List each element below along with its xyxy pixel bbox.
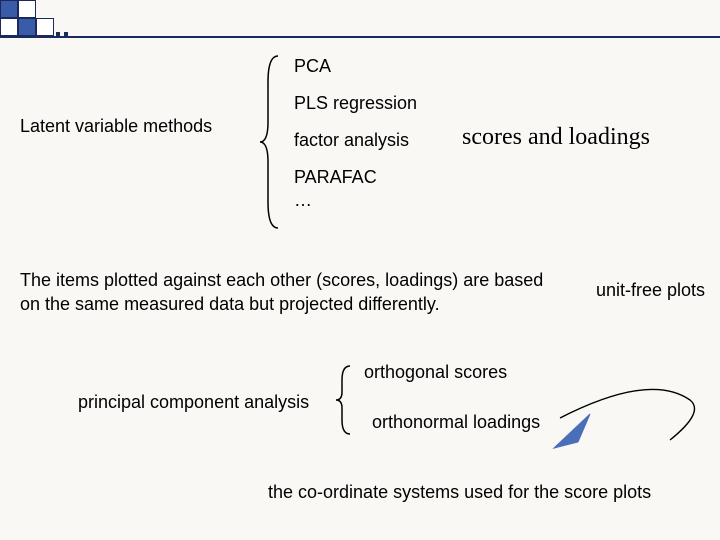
scores-loadings: scores and loadings — [462, 124, 650, 151]
small-brace-icon — [330, 362, 356, 438]
method-item: … — [294, 190, 417, 211]
method-list: PCA PLS regression factor analysis PARAF… — [294, 56, 417, 227]
orthogonal-scores: orthogonal scores — [364, 362, 507, 383]
paragraph: The items plotted against each other (sc… — [20, 268, 560, 317]
corner-decoration — [0, 0, 150, 50]
corner-sq — [0, 18, 18, 36]
method-item: PARAFAC — [294, 167, 417, 188]
corner-sq — [36, 18, 54, 36]
brace-icon — [256, 52, 286, 232]
method-item: PCA — [294, 56, 417, 77]
left-label: Latent variable methods — [20, 116, 212, 137]
corner-sq — [0, 0, 18, 18]
method-item: factor analysis — [294, 130, 417, 151]
corner-sq — [18, 18, 36, 36]
orthonormal-loadings: orthonormal loadings — [372, 412, 540, 433]
top-rule — [0, 36, 720, 38]
unit-free-plots: unit-free plots — [596, 280, 705, 301]
corner-sq — [18, 0, 36, 18]
pca-full-label: principal component analysis — [78, 392, 309, 413]
method-item: PLS regression — [294, 93, 417, 114]
curved-arrow-icon — [520, 382, 710, 472]
bottom-text: the co-ordinate systems used for the sco… — [268, 482, 651, 503]
